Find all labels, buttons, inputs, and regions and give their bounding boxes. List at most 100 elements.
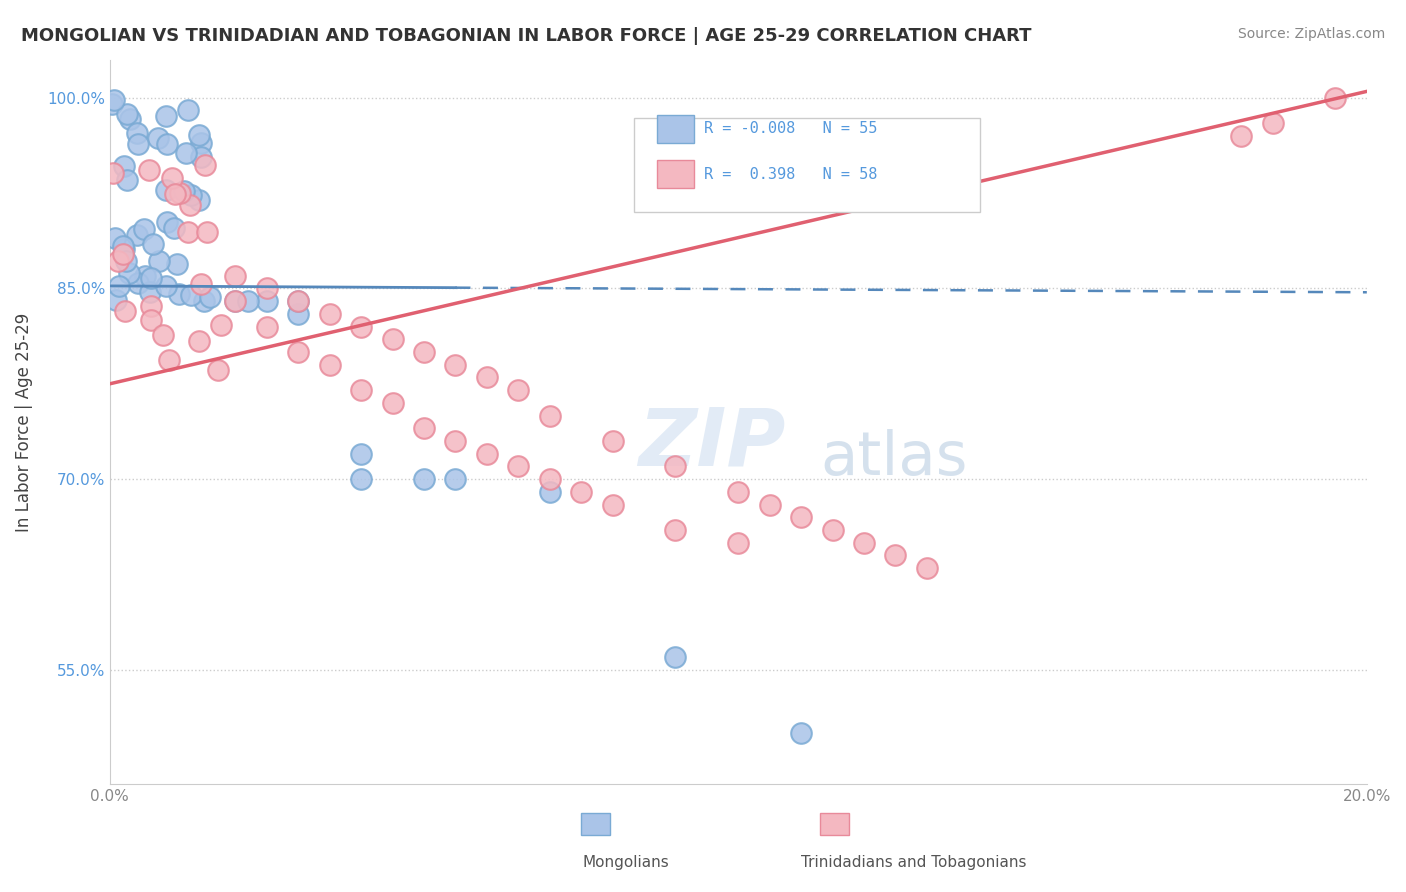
Point xyxy=(444,358,467,372)
Point xyxy=(155,183,177,197)
Y-axis label: In Labor Force | Age 25-29: In Labor Force | Age 25-29 xyxy=(15,312,32,532)
Point xyxy=(111,239,134,253)
Point xyxy=(177,103,200,117)
Point xyxy=(1230,128,1253,143)
Point xyxy=(413,345,436,359)
Point xyxy=(350,319,373,334)
Text: R =  0.398   N = 58: R = 0.398 N = 58 xyxy=(704,167,877,182)
Point xyxy=(790,726,813,740)
Point xyxy=(114,253,136,268)
Point xyxy=(163,221,186,235)
Point xyxy=(664,459,686,474)
Point xyxy=(538,409,561,423)
Point xyxy=(207,363,229,377)
Text: atlas: atlas xyxy=(820,429,967,488)
Point xyxy=(884,549,907,563)
Point xyxy=(148,254,170,268)
FancyBboxPatch shape xyxy=(634,118,980,211)
Point xyxy=(200,290,222,304)
Point xyxy=(188,334,211,348)
Text: Mongolians: Mongolians xyxy=(582,855,669,870)
Point xyxy=(167,287,190,301)
Point xyxy=(114,242,136,256)
Text: ZIP: ZIP xyxy=(638,405,785,483)
Point xyxy=(413,421,436,435)
Point xyxy=(142,237,165,252)
Point xyxy=(127,126,149,140)
Point xyxy=(664,650,686,665)
Point xyxy=(139,285,162,299)
Point xyxy=(287,345,309,359)
Point xyxy=(1261,116,1284,130)
Point xyxy=(319,307,342,321)
Point xyxy=(256,294,278,309)
Point xyxy=(165,186,187,201)
Point xyxy=(190,277,212,291)
Point xyxy=(166,256,188,270)
Point xyxy=(287,294,309,309)
Point xyxy=(188,128,211,143)
Point xyxy=(157,352,180,367)
Point xyxy=(664,523,686,537)
Point xyxy=(790,510,813,524)
Point xyxy=(104,231,127,245)
Point xyxy=(224,268,246,283)
Point xyxy=(160,171,183,186)
Point xyxy=(134,221,156,235)
Point xyxy=(104,293,127,307)
Point xyxy=(103,94,125,108)
Point xyxy=(508,459,530,474)
Point xyxy=(475,447,498,461)
Point xyxy=(127,137,149,152)
Point xyxy=(256,319,278,334)
Point xyxy=(381,396,404,410)
Point xyxy=(602,498,624,512)
Point xyxy=(727,535,749,549)
Point xyxy=(758,498,780,512)
Point xyxy=(134,269,156,284)
Bar xyxy=(581,814,610,835)
Point xyxy=(256,281,278,295)
Point xyxy=(180,188,202,202)
Point xyxy=(155,109,177,123)
Point xyxy=(148,131,170,145)
Point xyxy=(118,112,141,127)
Bar xyxy=(657,161,695,188)
Point xyxy=(190,136,212,151)
Point xyxy=(475,370,498,384)
Point xyxy=(195,226,218,240)
Point xyxy=(193,294,215,309)
Point xyxy=(350,447,373,461)
Point xyxy=(319,358,342,372)
Point xyxy=(156,215,179,229)
Text: MONGOLIAN VS TRINIDADIAN AND TOBAGONIAN IN LABOR FORCE | AGE 25-29 CORRELATION C: MONGOLIAN VS TRINIDADIAN AND TOBAGONIAN … xyxy=(21,27,1032,45)
Point xyxy=(190,150,212,164)
Point xyxy=(602,434,624,448)
Point xyxy=(350,383,373,397)
Point xyxy=(156,137,179,152)
Text: Source: ZipAtlas.com: Source: ZipAtlas.com xyxy=(1237,27,1385,41)
Point xyxy=(141,299,163,313)
Point xyxy=(821,523,844,537)
Point xyxy=(915,561,938,575)
Point xyxy=(114,160,136,174)
Point xyxy=(101,166,124,180)
Point xyxy=(100,97,122,112)
Point xyxy=(569,484,592,499)
Point xyxy=(224,294,246,309)
Point xyxy=(177,225,200,239)
Point xyxy=(141,270,163,285)
Point xyxy=(112,247,135,261)
Point xyxy=(538,472,561,486)
Point xyxy=(169,186,191,200)
Point xyxy=(138,162,160,177)
Point xyxy=(381,332,404,346)
Bar xyxy=(657,115,695,143)
Point xyxy=(127,227,149,242)
Bar xyxy=(820,814,849,835)
Point xyxy=(224,294,246,309)
Point xyxy=(117,265,139,279)
Point xyxy=(115,106,138,120)
Point xyxy=(155,279,177,293)
Point xyxy=(188,194,211,208)
